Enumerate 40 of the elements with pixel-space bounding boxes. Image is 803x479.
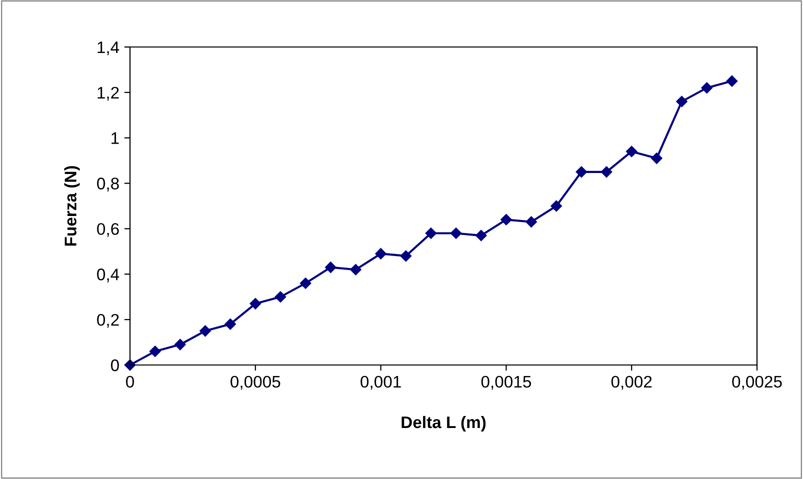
point — [149, 346, 161, 357]
point — [400, 250, 412, 262]
point — [250, 298, 262, 310]
point — [450, 228, 462, 239]
point — [676, 96, 688, 108]
y-tick-label: 1 — [112, 132, 119, 144]
y-tick-label: 0,8 — [97, 178, 119, 192]
point — [626, 146, 638, 158]
point — [300, 278, 312, 289]
y-tick-label: 0,2 — [97, 314, 119, 328]
point — [576, 166, 588, 178]
point — [224, 318, 236, 330]
y-tick-label: 1,4 — [98, 42, 120, 56]
x-tick-label: 0 — [126, 376, 134, 388]
y-tick-label: 0,6 — [97, 223, 119, 237]
point — [500, 214, 512, 226]
point — [526, 216, 537, 228]
point — [651, 152, 662, 164]
x-tick-label: 0,0005 — [230, 376, 280, 390]
point — [325, 262, 336, 273]
point — [476, 230, 487, 242]
point — [701, 82, 712, 94]
point — [274, 291, 286, 302]
x-tick-label: 0,001 — [360, 376, 401, 390]
point — [200, 325, 211, 337]
point — [550, 200, 562, 212]
x-tick-label: 0,0025 — [732, 376, 782, 390]
x-tick-label: 0,0015 — [481, 376, 531, 390]
y-axis-title: Fuerza (N) — [64, 166, 80, 246]
point — [174, 338, 186, 350]
point — [375, 248, 386, 260]
x-tick-label: 0,002 — [611, 376, 652, 390]
point — [600, 166, 612, 178]
y-tick-label: 1,2 — [98, 86, 119, 101]
point — [726, 75, 738, 87]
y-tick-label: 0 — [110, 359, 119, 372]
point — [425, 228, 437, 239]
y-tick-label: 0,4 — [97, 268, 120, 282]
x-axis-title: Delta L (m) — [402, 416, 486, 432]
point — [350, 264, 362, 276]
